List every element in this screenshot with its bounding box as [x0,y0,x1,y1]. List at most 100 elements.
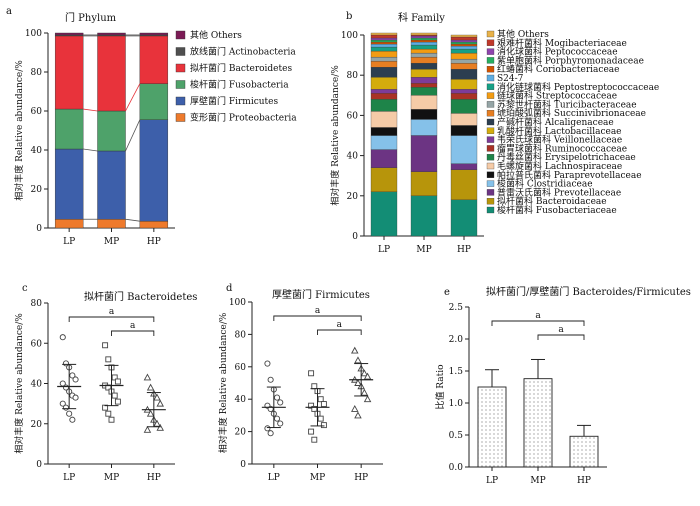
d-point [308,428,315,435]
b-bar-segment [410,83,438,88]
a-connector-line [125,119,141,152]
a-title: 门 Phylum [65,11,117,24]
b-bar-segment [450,58,478,64]
e-x-tick-label: HP [577,476,591,486]
c-point [72,376,79,383]
d-y-tick-label: 80 [235,330,247,340]
b-bar-segment [370,89,398,94]
c-significance-bracket [68,316,155,322]
b-legend-swatch [486,74,495,82]
e-y-tick-label: 2.5 [449,303,464,313]
c-y-tick-label: 0 [36,460,42,470]
a-legend-label: 梭杆菌门 Fusobacteria [190,79,289,91]
a-panel-label: a [6,6,12,17]
c-point [153,393,161,401]
d-point [311,383,318,390]
c-y-tick-label: 60 [31,339,43,349]
b-legend-label: 韦荣氏球菌科 Veillonellaceae [497,134,622,146]
b-bar-segment [370,99,398,112]
b-legend-swatch [486,48,495,55]
d-y-tick-label: 100 [229,298,246,308]
b-legend-label: 产碱杆菌科 Alcaligenaceae [497,116,614,128]
b-bar-segment [450,89,478,94]
a-bar-segment [54,148,84,220]
b-y-tick-label: 80 [347,71,359,81]
b-legend-label: 琥珀酸弧菌科 Succinivibrionaceae [497,107,646,119]
b-y-tick-label: 40 [347,152,359,162]
d-significance-bracket [273,315,362,321]
b-bar-segment [410,95,438,110]
a-bar-segment [97,150,126,220]
c-point [156,399,164,407]
b-legend-label: 苏黎世杆菌科 Turicibacteraceae [497,98,637,110]
d-point [354,411,362,419]
b-bar-segment [450,62,478,70]
a-x-tick-label: HP [147,237,161,247]
c-point [59,334,66,341]
b-bar-segment [410,87,438,96]
b-bar-segment [410,62,438,70]
a-x-tick-label: LP [63,237,75,247]
d-point [360,388,369,396]
b-bar-segment [370,37,398,41]
a-y-tick-label: 20 [31,185,43,195]
d-significance-label: a [315,306,321,316]
c-x-tick-label: HP [147,473,161,483]
b-bar-segment [410,48,438,54]
b-legend-swatch [486,171,495,178]
b-legend-label: 拟杆菌科 Bacteroidaceae [497,195,607,207]
b-bar-segment [410,39,438,43]
d-point [273,394,281,401]
e-significance-bracket [491,320,585,326]
e-y-tick-label: 1.0 [449,399,464,409]
b-legend-swatch [486,189,495,196]
a-x-tick-label: MP [104,237,119,247]
c-point [59,400,66,407]
d-point [267,430,274,437]
b-bar-segment [450,39,478,43]
b-bar-segment [410,109,438,120]
c-significance-bracket [111,330,155,336]
b-legend-label: 红蝽菌科 Coriobacteriaceae [497,63,619,75]
c-point [69,416,76,423]
d-significance-bracket [317,329,362,335]
d-point [320,422,327,429]
b-legend-label: 普雷沃氏菌科 Prevotellaceae [497,186,621,198]
d-point [320,401,327,408]
d-y-tick-label: 40 [235,395,247,405]
a-legend-label: 拟杆菌门 Bacteroidetes [190,62,292,74]
b-legend-swatch [486,198,495,205]
b-legend-swatch [486,154,495,161]
b-bar-segment [450,93,478,100]
b-legend-swatch [486,145,495,152]
d-point [311,405,318,412]
b-legend-label: 帕拉普氏菌科 Paraprevotellaceae [497,169,642,181]
b-bar-segment [410,37,438,41]
c-point [114,398,121,405]
b-bar-segment [450,43,478,47]
b-legend-swatch [486,83,495,90]
b-legend-label: 丹毒丝菌科 Erysipelotrichaceae [497,151,636,163]
a-bar-segment [54,32,84,36]
b-y-tick-label: 60 [347,111,359,121]
d-y-tick-label: 20 [235,428,247,438]
c-y-tick-label: 80 [31,299,43,309]
b-x-tick-label: MP [416,245,431,255]
c-point [72,394,79,401]
b-bar-segment [450,113,478,126]
b-legend-swatch [486,101,495,108]
b-bar-segment [370,50,398,58]
d-point [267,376,274,383]
b-bar-segment [410,52,438,58]
b-legend-label: S24-7 [497,74,524,84]
b-x-tick-label: LP [378,245,390,255]
e-title: 拟杆菌门/厚壁菌门 Bacteroides/Firmicutes [486,285,691,298]
c-point [108,416,115,423]
b-legend-swatch [486,206,495,214]
b-panel-label: b [346,11,352,22]
d-x-tick-label: HP [354,473,368,483]
b-bar-segment [450,135,478,164]
c-significance-label: a [130,321,136,331]
d-point [277,420,284,427]
